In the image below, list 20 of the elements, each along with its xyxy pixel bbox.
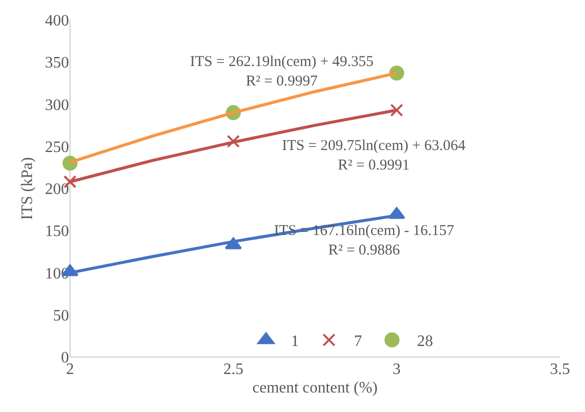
x-tick-label: 3 [392, 361, 401, 378]
y-tick-label: 300 [45, 96, 69, 114]
legend-label: 7 [354, 333, 362, 350]
y-tick-label: 50 [53, 307, 69, 324]
y-axis-title: ITS (kPa) [18, 157, 36, 220]
x-tick-label: 3.5 [550, 361, 570, 378]
x-axis-title: cement content (%) [252, 380, 378, 397]
y-tick-label: 350 [45, 54, 69, 72]
x-tick-label: 2 [66, 361, 74, 378]
y-tick-label: 400 [45, 12, 69, 30]
x-tick-label: 2.5 [223, 361, 244, 378]
y-tick-label: 150 [45, 223, 69, 240]
legend-label: 28 [417, 333, 433, 350]
annotation: ITS = 209.75ln(cem) + 63.064 R² = 0.9991 [282, 138, 466, 174]
legend-label: 1 [291, 333, 299, 350]
y-tick-label: 250 [45, 138, 69, 156]
annotation: ITS = 262.19ln(cem) + 49.355 R² = 0.9997 [190, 54, 374, 90]
y-tick-label: 200 [45, 181, 69, 198]
point [226, 134, 240, 148]
point [390, 104, 404, 117]
